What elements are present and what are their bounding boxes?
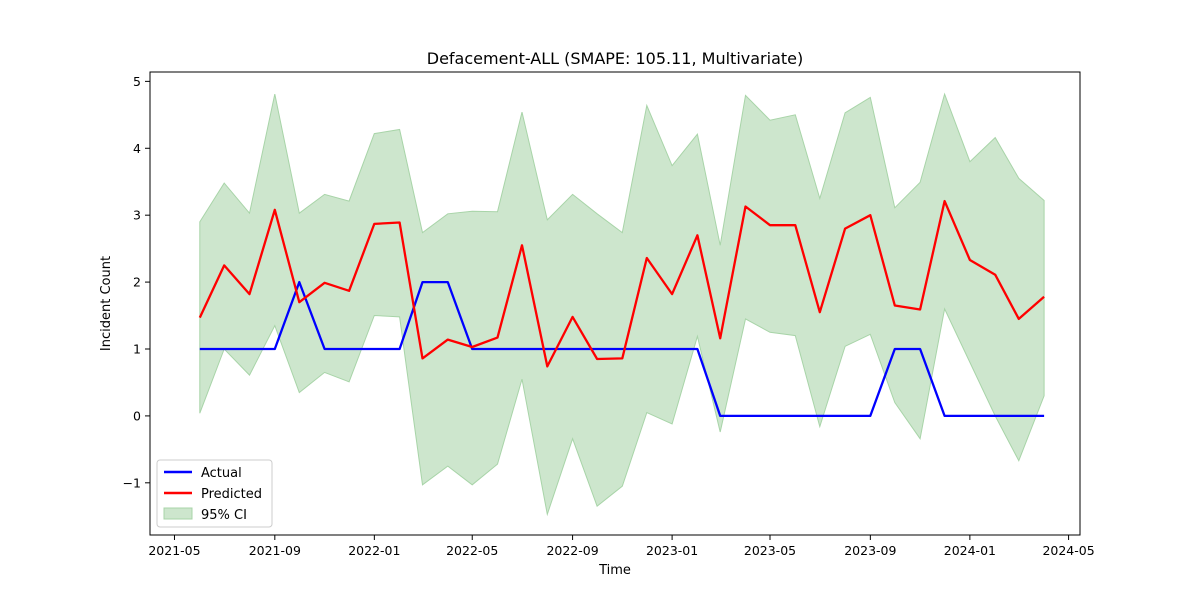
series-line-predicted <box>198 199 1045 368</box>
legend-predicted-label: Predicted <box>201 487 262 502</box>
x-axis-ticks: 2021-05 2021-09 2022-01 2022-05 2022-09 2023-… <box>148 535 1095 558</box>
legend-actual-label: Actual <box>201 466 242 481</box>
plot-frame <box>149 71 1081 536</box>
legend-ci-swatch <box>163 507 193 520</box>
y-axis-ticks: −1 0 1 2 3 4 5 <box>123 74 150 490</box>
chart-title: Defacement-ALL (SMAPE: 105.11, Multivari… <box>427 49 803 68</box>
y-tick-label: 1 <box>133 341 141 356</box>
legend-ci-label: 95% CI <box>201 508 247 523</box>
x-tick-label: 2023-05 <box>744 543 796 558</box>
x-tick-label: 2023-09 <box>844 543 896 558</box>
legend: Actual Predicted 95% CI <box>156 459 273 528</box>
series-layer <box>198 199 1045 418</box>
x-tick-label: 2021-09 <box>249 543 301 558</box>
y-tick-label: 0 <box>133 408 141 423</box>
series-line-actual <box>199 280 1045 418</box>
x-tick-label: 2024-01 <box>944 543 996 558</box>
x-tick-label: 2022-09 <box>546 543 598 558</box>
x-axis-label: Time <box>598 563 631 578</box>
x-tick-label: 2024-05 <box>1042 543 1094 558</box>
ci-layer <box>199 92 1045 517</box>
x-tick-label: 2022-01 <box>348 543 400 558</box>
y-tick-label: 3 <box>133 208 141 223</box>
y-axis-label: Incident Count <box>99 256 114 351</box>
x-tick-label: 2021-05 <box>148 543 200 558</box>
y-tick-label: −1 <box>123 475 141 490</box>
x-tick-label: 2022-05 <box>446 543 498 558</box>
y-tick-label: 2 <box>133 275 141 290</box>
ci-band <box>199 92 1045 517</box>
x-tick-label: 2023-01 <box>646 543 698 558</box>
y-tick-label: 5 <box>133 74 141 89</box>
y-tick-label: 4 <box>133 141 141 156</box>
